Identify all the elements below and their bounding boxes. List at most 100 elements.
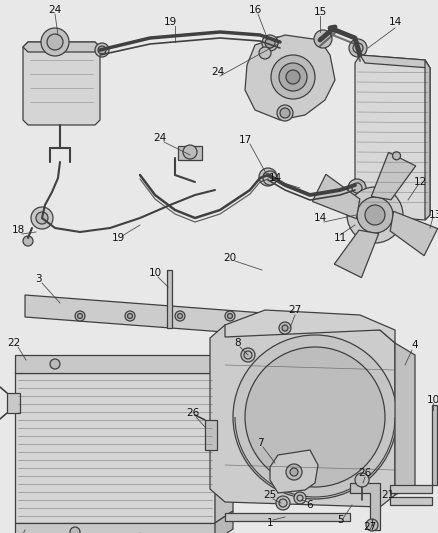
Circle shape: [78, 313, 82, 319]
Text: 7: 7: [257, 438, 263, 448]
Text: 19: 19: [111, 233, 125, 243]
Circle shape: [262, 35, 278, 51]
Circle shape: [227, 313, 233, 319]
Polygon shape: [270, 450, 318, 493]
Polygon shape: [355, 55, 430, 220]
Circle shape: [241, 348, 255, 362]
Circle shape: [274, 40, 282, 48]
Circle shape: [177, 313, 183, 319]
Text: 22: 22: [7, 338, 21, 348]
Circle shape: [244, 351, 252, 359]
Polygon shape: [425, 60, 430, 220]
Polygon shape: [334, 230, 379, 278]
Circle shape: [233, 335, 397, 499]
Circle shape: [357, 197, 393, 233]
Text: 25: 25: [263, 490, 277, 500]
Circle shape: [125, 311, 135, 321]
Circle shape: [297, 495, 303, 501]
Circle shape: [127, 313, 133, 319]
Polygon shape: [312, 174, 360, 219]
Polygon shape: [350, 483, 380, 530]
Text: 19: 19: [163, 17, 177, 27]
Polygon shape: [15, 361, 233, 373]
Polygon shape: [225, 310, 395, 343]
Text: 20: 20: [223, 253, 237, 263]
Circle shape: [349, 39, 367, 57]
Circle shape: [294, 492, 306, 504]
Bar: [15, 355, 215, 373]
Circle shape: [314, 30, 332, 48]
Circle shape: [366, 519, 378, 531]
Circle shape: [263, 172, 273, 182]
Bar: [225, 513, 350, 521]
Circle shape: [50, 359, 60, 369]
Circle shape: [265, 38, 275, 48]
Circle shape: [282, 325, 288, 331]
Polygon shape: [23, 42, 100, 125]
Circle shape: [47, 34, 63, 50]
Bar: [167, 270, 172, 328]
Text: 4: 4: [412, 340, 418, 350]
Circle shape: [175, 311, 185, 321]
Circle shape: [23, 236, 33, 246]
Text: 3: 3: [35, 274, 41, 284]
Circle shape: [263, 171, 277, 185]
Text: 21: 21: [381, 490, 395, 500]
Text: 14: 14: [389, 17, 402, 27]
Text: 14: 14: [313, 213, 327, 223]
Circle shape: [286, 70, 300, 84]
Bar: [390, 485, 432, 493]
Bar: [390, 497, 432, 505]
Text: 24: 24: [48, 5, 62, 15]
Circle shape: [279, 322, 291, 334]
Polygon shape: [395, 343, 415, 495]
Text: 8: 8: [235, 338, 241, 348]
Circle shape: [271, 37, 285, 51]
Text: 24: 24: [212, 67, 225, 77]
Circle shape: [70, 527, 80, 533]
Text: 12: 12: [413, 177, 427, 187]
Bar: [432, 405, 437, 485]
Circle shape: [392, 152, 400, 160]
Text: 6: 6: [307, 500, 313, 510]
Circle shape: [259, 47, 271, 59]
Circle shape: [355, 473, 369, 487]
Polygon shape: [360, 55, 430, 68]
Circle shape: [279, 499, 287, 507]
Text: 17: 17: [238, 135, 251, 145]
Text: 10: 10: [148, 268, 162, 278]
Circle shape: [276, 496, 290, 510]
Polygon shape: [25, 295, 290, 337]
Text: 16: 16: [248, 5, 261, 15]
Polygon shape: [210, 325, 395, 507]
Circle shape: [245, 347, 385, 487]
Circle shape: [279, 63, 307, 91]
Text: 18: 18: [11, 225, 25, 235]
Circle shape: [98, 46, 106, 54]
Polygon shape: [371, 152, 416, 200]
Bar: [15, 523, 215, 533]
Text: 26: 26: [358, 468, 371, 478]
Text: 26: 26: [187, 408, 200, 418]
Bar: [205, 420, 217, 450]
Circle shape: [290, 468, 298, 476]
Circle shape: [36, 212, 48, 224]
Circle shape: [352, 183, 362, 193]
Polygon shape: [23, 42, 100, 52]
Polygon shape: [215, 511, 233, 533]
Circle shape: [75, 311, 85, 321]
Circle shape: [353, 43, 363, 53]
Text: 5: 5: [337, 515, 343, 525]
Circle shape: [225, 311, 235, 321]
Text: 27: 27: [288, 305, 302, 315]
Circle shape: [277, 105, 293, 121]
Circle shape: [95, 43, 109, 57]
Circle shape: [183, 145, 197, 159]
Circle shape: [348, 179, 366, 197]
Circle shape: [365, 205, 385, 225]
Polygon shape: [245, 35, 335, 120]
Polygon shape: [7, 393, 20, 413]
Text: 15: 15: [313, 7, 327, 17]
Text: 24: 24: [153, 133, 166, 143]
Text: 10: 10: [427, 395, 438, 405]
